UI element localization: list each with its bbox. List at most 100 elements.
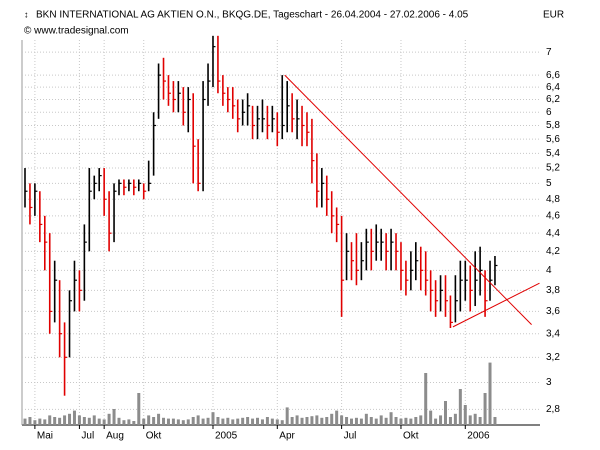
trend-line (284, 74, 532, 325)
volume-bar (354, 417, 358, 425)
y-tick-label: 4,4 (546, 228, 560, 239)
volume-bar (256, 417, 260, 425)
volume-bar (488, 362, 492, 425)
volume-bar (439, 415, 443, 425)
volume-bar (409, 418, 413, 425)
volume-bar (216, 417, 220, 425)
volume-bar (211, 412, 215, 425)
volume-bar (92, 415, 96, 425)
y-tick-label: 5,2 (546, 163, 560, 174)
volume-bar (241, 417, 245, 425)
y-tick-label: 7 (546, 47, 552, 58)
volume-bar (399, 418, 403, 425)
x-tick-label: 2006 (467, 431, 490, 442)
volume-bar (379, 415, 383, 425)
volume-bar (157, 413, 161, 425)
volume-bar (231, 419, 235, 425)
volume-bar (275, 419, 279, 425)
y-tick-label: 3,6 (546, 306, 560, 317)
volume-bar (458, 389, 462, 425)
y-tick-label: 6,4 (546, 82, 560, 93)
x-tick-label: Okt (403, 431, 419, 442)
y-tick-label: 5,6 (546, 134, 560, 145)
volume-bar (394, 417, 398, 425)
volume-bar (142, 418, 146, 425)
y-tick-label: 6,6 (546, 70, 560, 81)
volume-bar (152, 417, 156, 425)
chart-icon: ↕ (24, 9, 29, 19)
volume-bar (300, 417, 304, 425)
volume-bar (221, 418, 225, 425)
volume-bar (176, 419, 180, 425)
volume-bar (63, 415, 67, 425)
volume-bar (162, 417, 166, 425)
volume-bar (404, 417, 408, 425)
volume-bar (132, 421, 136, 425)
volume-bar (87, 417, 91, 425)
volume-bar (137, 393, 141, 425)
volume-bar (102, 419, 106, 425)
volume-bar (364, 413, 368, 425)
x-tick-label: Okt (146, 431, 162, 442)
volume-bar (260, 419, 264, 425)
volume-bar (270, 418, 274, 425)
volume-bar (82, 417, 86, 425)
y-tick-label: 6 (546, 107, 552, 118)
volume-bar (325, 417, 329, 425)
y-tick-label: 3,4 (546, 328, 560, 339)
volume-bar (206, 417, 210, 425)
volume-bar (315, 415, 319, 425)
volume-bar (493, 417, 497, 425)
volume-bar (453, 413, 457, 425)
y-tick-label: 4,2 (546, 246, 560, 257)
volume-bar (166, 418, 170, 425)
volume-bar (340, 415, 344, 425)
x-tick-label: Jul (81, 431, 94, 442)
y-tick-label: 6,2 (546, 94, 560, 105)
volume-bar (33, 420, 37, 425)
volume-bar (43, 419, 47, 425)
volume-bar (434, 418, 438, 425)
volume-bar (468, 415, 472, 425)
y-tick-label: 5,4 (546, 148, 560, 159)
volume-bar (77, 415, 81, 425)
volume-bar (369, 417, 373, 425)
volume-bar (414, 417, 418, 425)
volume-bar (478, 417, 482, 425)
volume-bar (28, 417, 32, 425)
x-tick-label: Jul (344, 431, 357, 442)
volume-bar (38, 418, 42, 425)
volume-bar (305, 417, 309, 425)
volume-bar (122, 420, 126, 425)
volume-bar (350, 418, 354, 425)
volume-bar (448, 417, 452, 425)
y-tick-label: 5 (546, 178, 552, 189)
trend-line (452, 282, 540, 328)
volume-bar (335, 410, 339, 425)
volume-bar (310, 416, 314, 425)
chart-subtitle: © www.tradesignal.com (24, 26, 129, 37)
volume-bar (419, 415, 423, 425)
volume-bar (236, 418, 240, 425)
volume-bar (389, 412, 393, 425)
volume-bar (58, 417, 62, 425)
volume-bar (359, 418, 363, 425)
volume-bar (127, 419, 131, 425)
y-axis-label: EUR (543, 10, 564, 21)
x-tick-label: 2005 (215, 431, 238, 442)
volume-bar (201, 418, 205, 425)
volume-bar (171, 418, 175, 425)
volume-bar (191, 417, 195, 425)
volume-bar (48, 415, 52, 425)
volume-bar (384, 417, 388, 425)
x-tick-label: Mai (37, 431, 53, 442)
volume-bar (251, 418, 255, 425)
y-tick-label: 3 (546, 377, 552, 388)
y-tick-label: 5,8 (546, 120, 560, 131)
volume-bar (345, 417, 349, 425)
volume-bar (330, 413, 334, 425)
volume-bar (290, 417, 294, 425)
y-tick-label: 2,8 (546, 404, 560, 415)
volume-bar (186, 419, 190, 425)
